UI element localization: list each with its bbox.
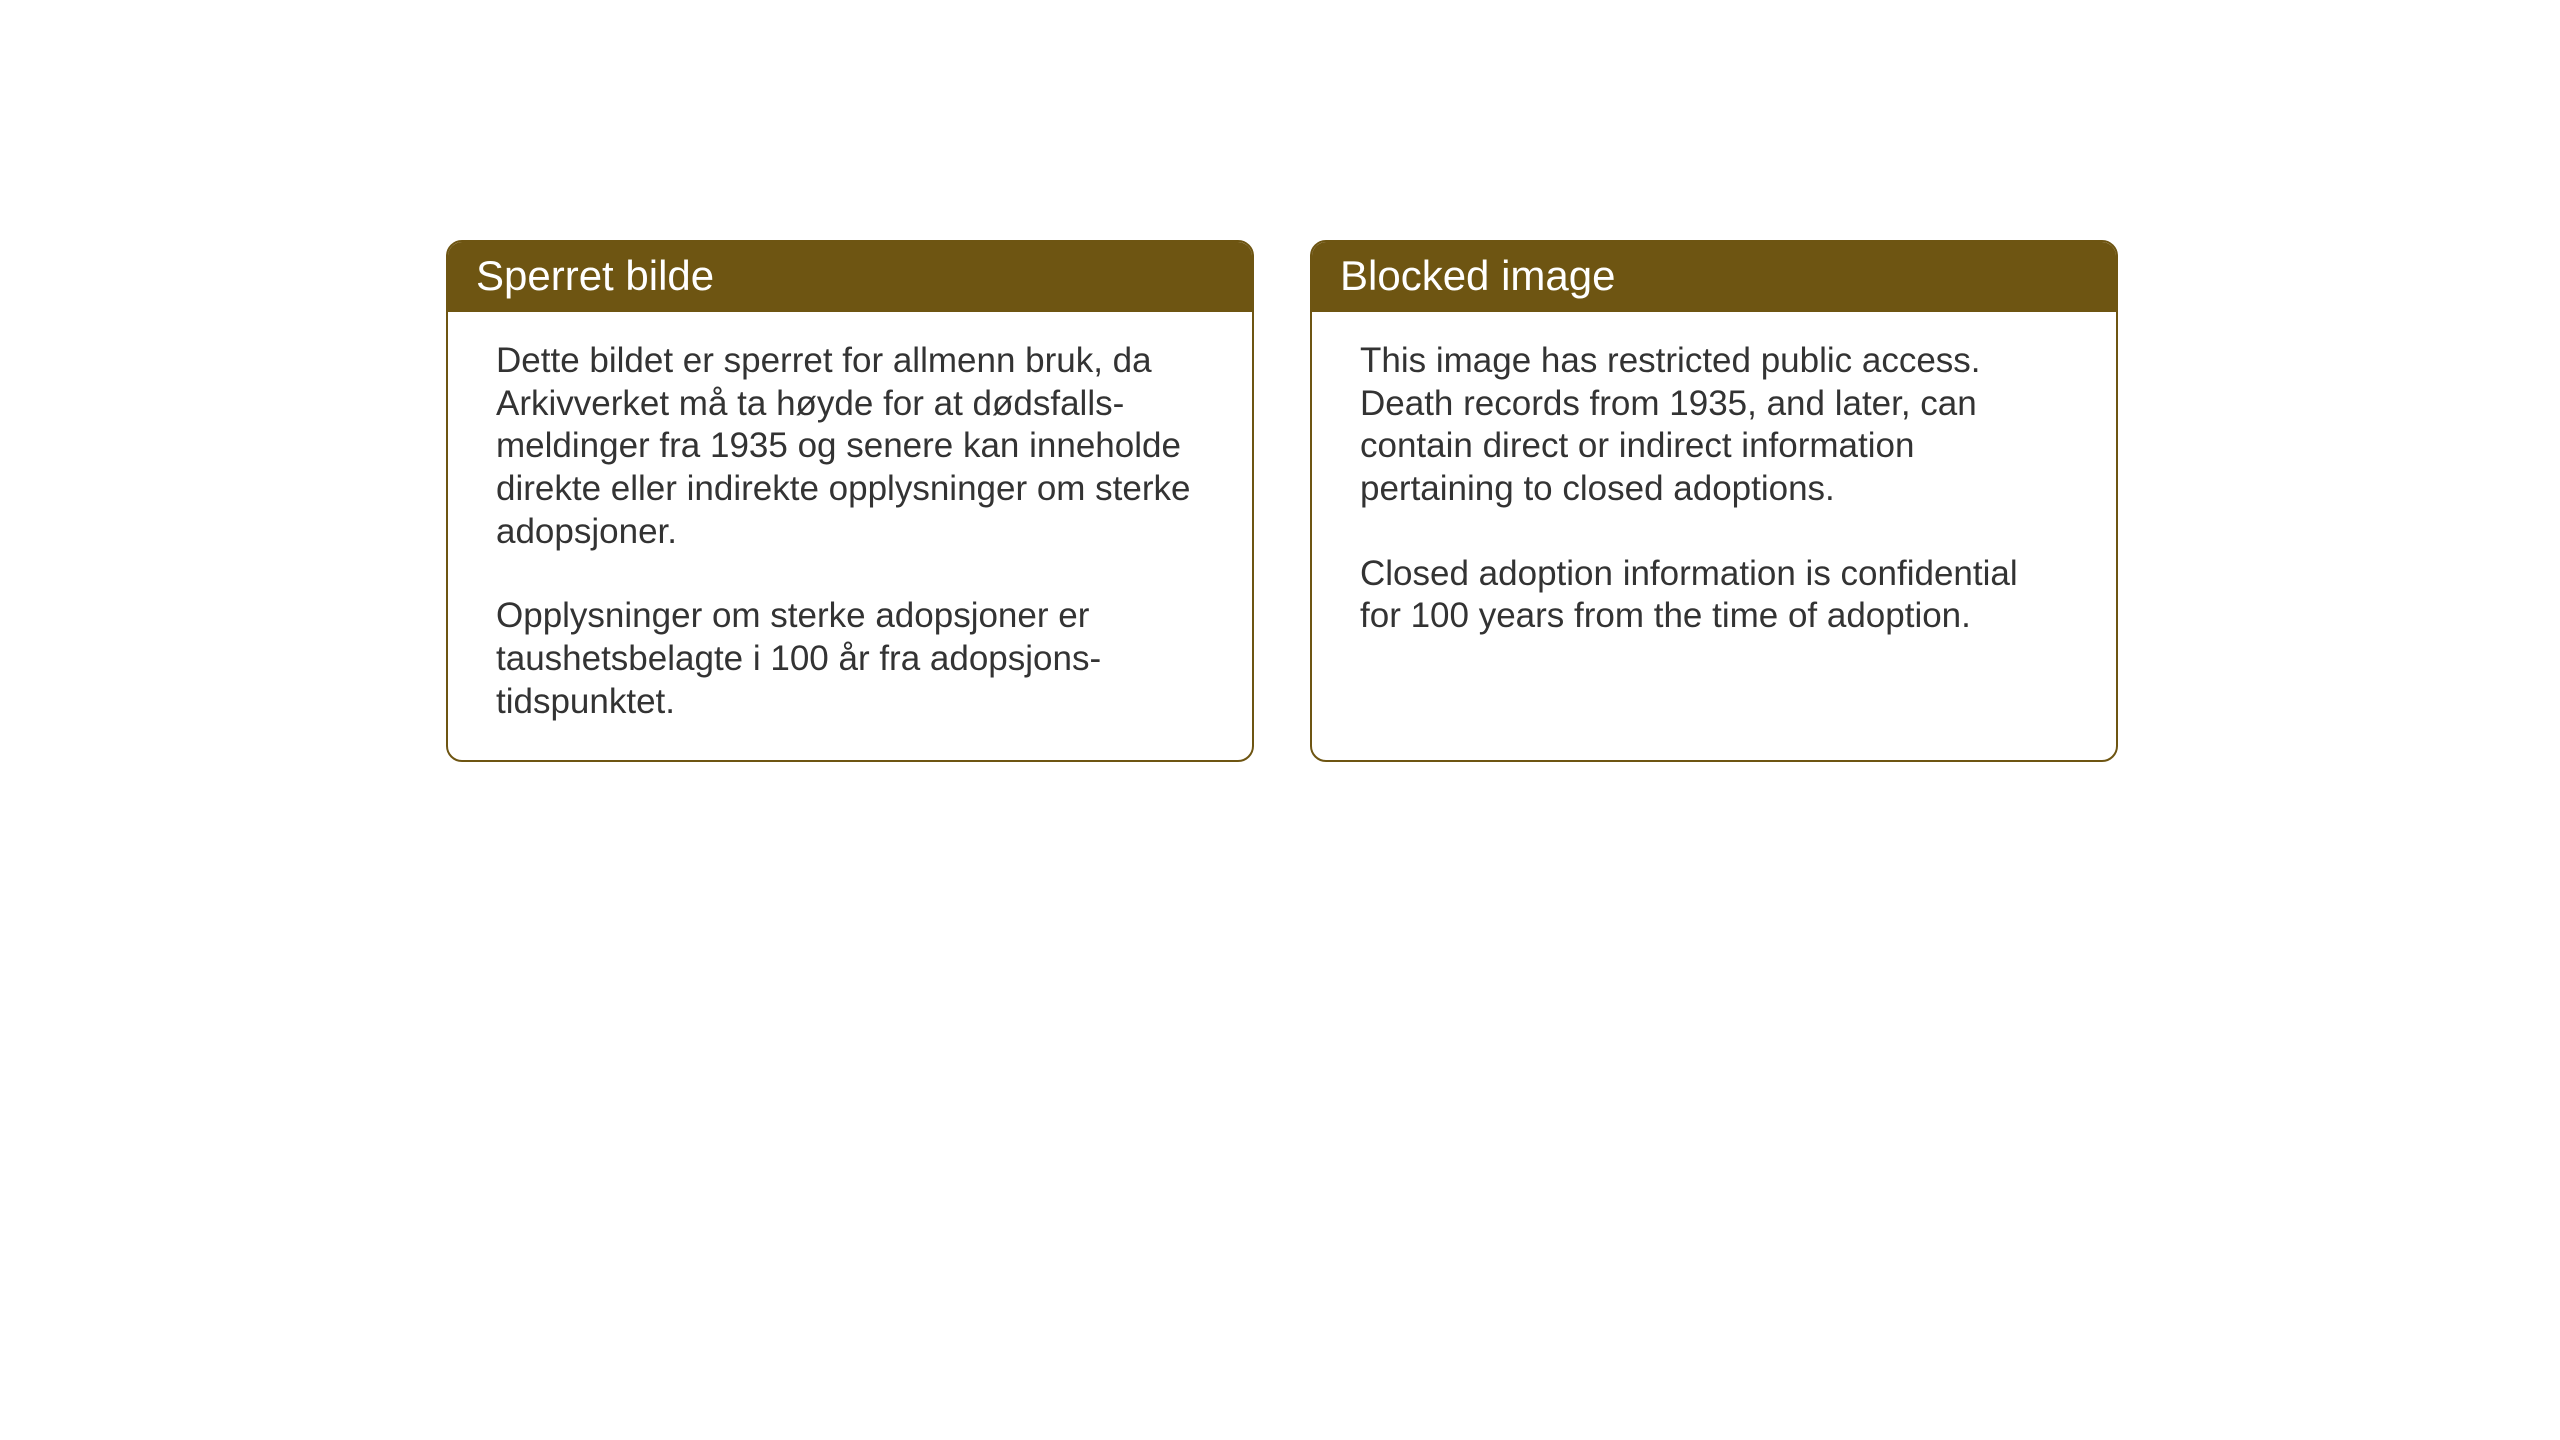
- notice-card-english: Blocked image This image has restricted …: [1310, 240, 2118, 762]
- card-body-norwegian: Dette bildet er sperret for allmenn bruk…: [448, 312, 1252, 760]
- card-paragraph-english-1: This image has restricted public access.…: [1360, 340, 2068, 511]
- card-paragraph-english-2: Closed adoption information is confident…: [1360, 553, 2068, 638]
- card-title-norwegian: Sperret bilde: [476, 252, 714, 299]
- card-paragraph-norwegian-2: Opplysninger om sterke adopsjoner er tau…: [496, 595, 1204, 723]
- card-container: Sperret bilde Dette bildet er sperret fo…: [446, 240, 2118, 762]
- card-title-english: Blocked image: [1340, 252, 1615, 299]
- notice-card-norwegian: Sperret bilde Dette bildet er sperret fo…: [446, 240, 1254, 762]
- card-paragraph-norwegian-1: Dette bildet er sperret for allmenn bruk…: [496, 340, 1204, 553]
- card-header-english: Blocked image: [1312, 242, 2116, 312]
- card-body-english: This image has restricted public access.…: [1312, 312, 2116, 674]
- card-header-norwegian: Sperret bilde: [448, 242, 1252, 312]
